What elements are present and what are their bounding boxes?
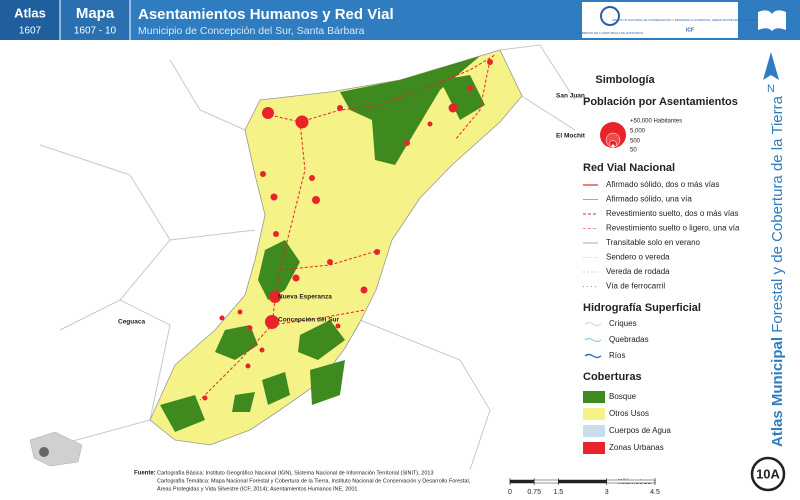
legend-item: Bosque	[609, 392, 637, 401]
title: Asentamientos Humanos y Red Vial	[138, 6, 394, 23]
legend-heading: Población por Asentamientos	[583, 96, 738, 108]
forest	[160, 56, 485, 432]
place-label: Concepción del Sur	[278, 317, 340, 324]
scale-tick-label: 0.75	[527, 489, 541, 496]
legend-item: Vereda de rodada	[606, 267, 670, 276]
inset-map	[29, 431, 83, 467]
atlas-label: Atlas	[14, 5, 46, 20]
scale-tick-label: 1.5	[553, 489, 563, 496]
coverage-swatch	[583, 391, 605, 403]
scale-tick-label: 4.5	[650, 489, 660, 496]
book-icon	[758, 10, 786, 31]
sidebar-title-bold: Atlas Municipal	[769, 337, 786, 447]
legend-item: Vía de ferrocarril	[606, 282, 665, 291]
legend-heading: Coberturas	[583, 371, 642, 383]
map-labels: San Juan El Mochit Ceguaca Nueva Esperan…	[118, 93, 586, 326]
inset-highlight	[39, 447, 49, 457]
scale-tick-label: 0	[508, 489, 512, 496]
population-label: +50,000 Habitantes	[630, 119, 682, 125]
legend-item: Criques	[609, 319, 637, 328]
legend-item: Afirmado sólido, dos o más vías	[606, 180, 719, 189]
scale-segment	[606, 479, 656, 484]
north-label: N	[767, 83, 775, 95]
map-code: 1607 - 10	[74, 26, 117, 37]
legend-item: Afirmado sólido, una vía	[606, 195, 692, 204]
neighbor-boundaries	[39, 44, 576, 471]
legend-item: Sendero o vereda	[606, 253, 670, 262]
subtitle: Municipio de Concepción del Sur, Santa B…	[138, 25, 365, 37]
logo-right-text: INSTITUTO NACIONAL DE CONSERVACIÓN Y DES…	[612, 17, 768, 22]
place-label: El Mochit	[556, 133, 586, 140]
legend-item: Otros Usos	[609, 409, 649, 418]
sheet-badge	[750, 456, 786, 492]
legend-item: Zonas Urbanas	[609, 443, 664, 452]
place-label: Ceguaca	[118, 319, 145, 326]
coverage-swatch	[583, 425, 605, 437]
logo-emblem	[600, 6, 620, 26]
sidebar-title: Atlas Municipal Forestal y de Cobertura …	[769, 95, 786, 447]
coverage-swatch	[583, 408, 605, 420]
legend-item: Transitable solo en verano	[606, 238, 701, 247]
place-label: San Juan	[556, 93, 585, 100]
coverage-swatch	[583, 442, 605, 454]
scale-segment	[509, 479, 535, 484]
legend-item: Revestimiento suelto, dos o más vías	[606, 209, 739, 218]
legend-heading: Hidrografía Superficial	[583, 302, 701, 314]
river-symbol	[584, 353, 602, 359]
population-label: 50	[630, 148, 637, 154]
scale-segment	[533, 479, 559, 484]
river-symbol	[584, 322, 602, 326]
source-line: Áreas Protegidas y Vida Silvestre (ICF, …	[157, 485, 357, 492]
map-box	[60, 0, 130, 40]
population-label: 5,000	[630, 129, 646, 135]
legend-item: Ríos	[609, 351, 625, 360]
logo-left-text: GOBIERNO DE LA REPÚBLICA DE HONDURAS	[577, 30, 643, 35]
sidebar-title-rest: Forestal y de Cobertura de la Tierra	[769, 95, 786, 332]
sheet-label: 10A	[756, 466, 780, 481]
north-arrow	[763, 52, 779, 80]
legend-item: Revestimiento suelto o ligero, una vía	[606, 224, 740, 233]
legend-title: Simbología	[595, 74, 655, 86]
logo-right-code: ICF	[686, 27, 694, 33]
map-label: Mapa	[76, 5, 115, 22]
population-symbols	[600, 122, 626, 148]
population-label: 500	[630, 139, 641, 145]
source-line: Cartografía Temática: Mapa Nacional Fore…	[157, 478, 471, 484]
source-line: Cartografía Básica: Instituto Geográfico…	[157, 470, 434, 476]
atlas-box	[0, 0, 60, 40]
atlas-code: 1607	[19, 26, 42, 37]
legend-item: Cuerpos de Agua	[609, 426, 671, 435]
scale-tick-label: 3	[605, 489, 609, 496]
legend-item: Quebradas	[609, 335, 649, 344]
place-label: Nueva Esperanza	[278, 294, 332, 301]
scale-segment	[558, 479, 607, 484]
sidebar	[745, 40, 800, 500]
source-label: Fuente:	[134, 471, 156, 477]
settlements	[202, 59, 493, 401]
legend-heading: Red Vial Nacional	[583, 162, 675, 174]
river-symbol	[584, 338, 602, 342]
